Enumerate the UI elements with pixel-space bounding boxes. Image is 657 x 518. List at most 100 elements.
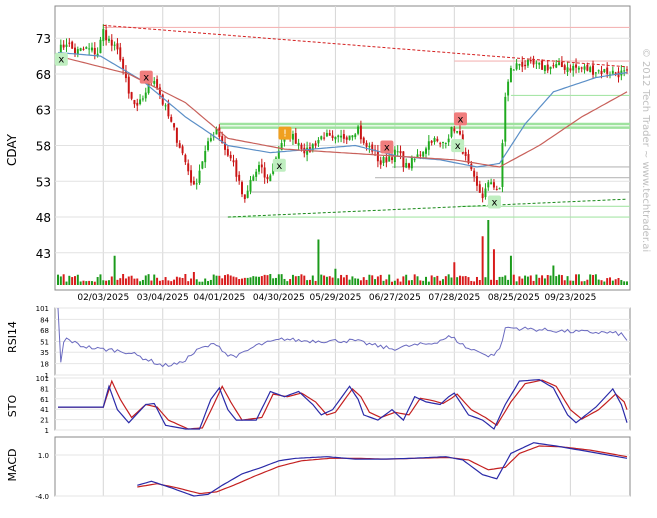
volume-bar — [374, 279, 377, 285]
candle-body — [110, 39, 113, 46]
volume-bar — [325, 276, 328, 285]
candle-body — [124, 70, 127, 79]
volume-bar — [393, 280, 396, 285]
signal-marker-label: x — [58, 55, 64, 66]
volume-bar — [609, 277, 612, 285]
volume-bar — [68, 275, 71, 285]
volume-bar — [450, 277, 453, 285]
candle-body — [229, 154, 232, 159]
volume-bar — [136, 278, 139, 285]
volume-bar — [504, 275, 507, 285]
volume-bar — [294, 276, 297, 285]
candle-body — [535, 62, 538, 64]
candle-body — [442, 141, 444, 143]
candle-body — [76, 49, 79, 55]
candle-body — [606, 67, 609, 74]
indicator-tick-label: 101 — [36, 375, 49, 383]
candle-body — [320, 136, 323, 140]
candle-body — [351, 135, 354, 138]
volume-bar — [368, 274, 371, 285]
candle-body — [433, 138, 436, 142]
candle-body — [529, 60, 532, 62]
candle-body — [524, 64, 527, 67]
volume-bar — [614, 279, 617, 285]
volume-bar — [592, 274, 595, 285]
volume-bar — [402, 276, 405, 285]
candle-body — [447, 138, 450, 143]
candle-body — [181, 146, 184, 154]
signal-marker-label: x — [276, 161, 282, 172]
candle-body — [280, 143, 283, 151]
volume-bar — [110, 276, 113, 285]
volume-bar — [529, 275, 532, 285]
candle-body — [572, 65, 575, 71]
volume-bar — [130, 275, 133, 285]
candle-body — [388, 156, 391, 162]
volume-bar — [221, 278, 224, 285]
volume-bar — [541, 275, 544, 285]
sto-axis-label: STO — [6, 394, 19, 417]
volume-bar — [611, 280, 614, 285]
candle-body — [354, 134, 357, 138]
volume-bar — [379, 274, 382, 285]
panel-frame — [54, 377, 631, 431]
volume-bar — [563, 280, 566, 285]
volume-bar — [212, 274, 215, 285]
candle-body — [577, 67, 580, 70]
candle-body — [555, 64, 558, 68]
candle-body — [175, 127, 178, 143]
volume-bar — [357, 278, 360, 285]
volume-bar — [532, 280, 535, 285]
volume-bar — [481, 236, 484, 285]
volume-bar — [85, 281, 88, 285]
volume-bar — [252, 276, 255, 285]
volume-bar — [569, 280, 572, 285]
candle-body — [453, 128, 456, 132]
volume-bar — [410, 280, 413, 285]
volume-bar — [495, 280, 498, 285]
volume-bar — [623, 281, 626, 285]
candle-body — [427, 141, 430, 150]
volume-bar — [280, 274, 283, 285]
candle-body — [439, 143, 442, 145]
volume-bar — [204, 278, 207, 285]
rsi-line — [57, 307, 628, 368]
candle-body — [127, 76, 130, 94]
volume-bar — [226, 274, 229, 285]
candle-body — [73, 47, 76, 55]
candle-body — [328, 133, 331, 136]
volume-bar — [235, 277, 238, 285]
volume-bar — [167, 280, 170, 285]
candle-body — [509, 68, 512, 83]
candle-body — [385, 157, 388, 163]
volume-bar — [475, 276, 478, 285]
candle-body — [314, 143, 317, 146]
volume-bar — [583, 281, 586, 285]
candle-body — [221, 136, 224, 144]
volume-bar — [382, 280, 385, 285]
candle-body — [399, 151, 402, 154]
candle-body — [107, 38, 110, 42]
volume-bar — [57, 274, 59, 285]
candle-body — [371, 144, 374, 152]
candle-body — [589, 67, 592, 73]
volume-bar — [413, 274, 416, 285]
candle-body — [212, 136, 215, 138]
candle-body — [102, 29, 105, 42]
candle-body — [337, 135, 340, 138]
volume-bar — [181, 278, 184, 285]
indicator-tick-label: 51 — [40, 339, 49, 347]
date-tick-label: 09/23/2025 — [544, 293, 596, 303]
candle-body — [232, 160, 235, 163]
volume-bar — [490, 279, 493, 285]
volume-bar — [141, 279, 144, 285]
indicator-tick-label: 101 — [36, 305, 49, 313]
candle-body — [541, 60, 544, 70]
candle-body — [139, 99, 142, 105]
volume-bar — [433, 277, 436, 285]
volume-bar — [371, 275, 374, 285]
volume-bar — [351, 276, 354, 285]
candle-body — [405, 162, 408, 168]
volume-bar — [153, 274, 156, 285]
